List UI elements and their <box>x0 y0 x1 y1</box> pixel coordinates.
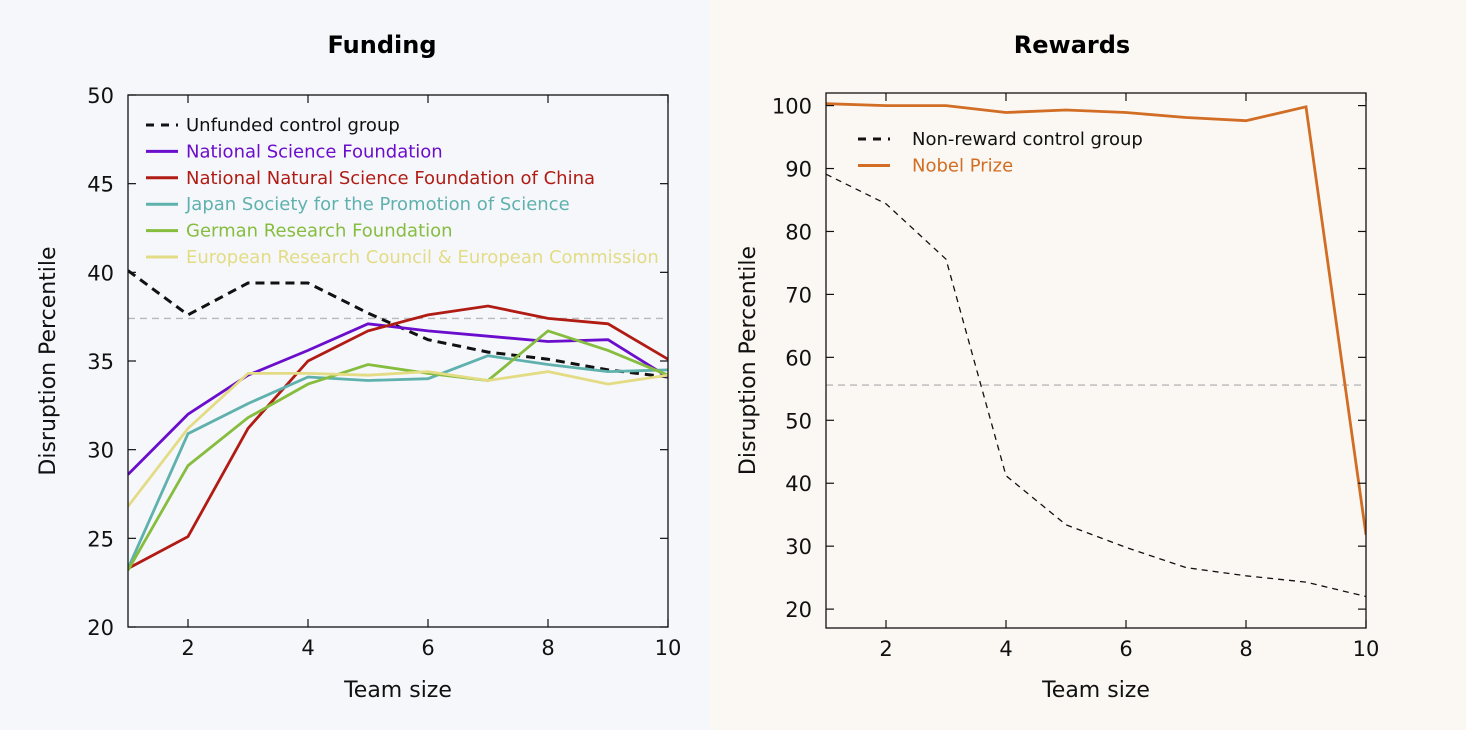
y-tick-label: 40 <box>87 261 114 285</box>
chart-title: Funding <box>327 31 436 59</box>
legend-label-1: Unfunded control group <box>186 115 400 136</box>
series-line-5 <box>128 329 668 571</box>
x-tick-label: 8 <box>1239 637 1252 661</box>
plot-frame <box>825 92 1367 629</box>
x-axis-label: Team size <box>343 678 452 703</box>
series-line-6 <box>128 370 668 508</box>
x-tick-label: 8 <box>541 636 554 660</box>
y-tick-label: 40 <box>785 472 812 496</box>
x-tick-label: 4 <box>301 636 314 660</box>
y-tick-label: 35 <box>87 350 114 374</box>
x-tick-label: 10 <box>1353 637 1380 661</box>
y-tick-label: 70 <box>785 283 812 307</box>
legend-label-1: Non-reward control group <box>912 129 1143 150</box>
legend-label-5: German Research Foundation <box>186 221 453 242</box>
y-tick-label: 60 <box>785 346 812 370</box>
series-line-4 <box>128 354 668 570</box>
legend: Unfunded control group National Science F… <box>146 115 659 268</box>
y-tick-label: 50 <box>785 409 812 433</box>
y-tick-label: 30 <box>785 535 812 559</box>
legend-label-2: Nobel Prize <box>912 156 1013 177</box>
legend-label-3: National Natural Science Foundation of C… <box>186 168 595 189</box>
y-tick-label: 45 <box>87 173 114 197</box>
y-axis-label: Disruption Percentile <box>36 246 61 475</box>
series-line-2 <box>128 322 668 476</box>
x-tick-label: 2 <box>181 636 194 660</box>
y-axis-label: Disruption Percentile <box>736 246 761 475</box>
y-tick-label: 50 <box>87 84 114 108</box>
series-line-3 <box>128 304 668 570</box>
rewards-panel <box>710 0 1466 730</box>
x-axis-label: Team size <box>1041 678 1150 703</box>
legend: Non-reward control group Nobel Prize <box>858 129 1143 177</box>
x-tick-label: 6 <box>1119 637 1132 661</box>
x-tick-label: 10 <box>655 636 682 660</box>
y-tick-label: 80 <box>785 220 812 244</box>
y-tick-label: 90 <box>785 158 812 182</box>
funding-panel <box>0 0 710 730</box>
y-tick-label: 20 <box>87 616 114 640</box>
chart-1: Funding 2 4 6 8 10 20 25 30 35 40 45 50 Team size Disr… <box>36 31 681 703</box>
chart-title: Rewards <box>1014 31 1130 59</box>
legend-label-4: Japan Society for the Promotion of Scien… <box>185 194 570 215</box>
y-tick-label: 20 <box>785 598 812 622</box>
chart-2: Rewards 2 4 6 8 10 20 30 40 50 60 70 80 90 100 Team siz… <box>736 31 1379 703</box>
y-tick-label: 100 <box>772 95 812 119</box>
y-tick-label: 30 <box>87 439 114 463</box>
x-tick-label: 6 <box>421 636 434 660</box>
x-tick-label: 2 <box>879 637 892 661</box>
legend-label-2: National Science Foundation <box>186 141 443 162</box>
legend-label-6: European Research Council & European Com… <box>186 247 659 268</box>
x-tick-label: 4 <box>999 637 1012 661</box>
y-tick-label: 25 <box>87 527 114 551</box>
series-line-2 <box>826 102 1366 535</box>
